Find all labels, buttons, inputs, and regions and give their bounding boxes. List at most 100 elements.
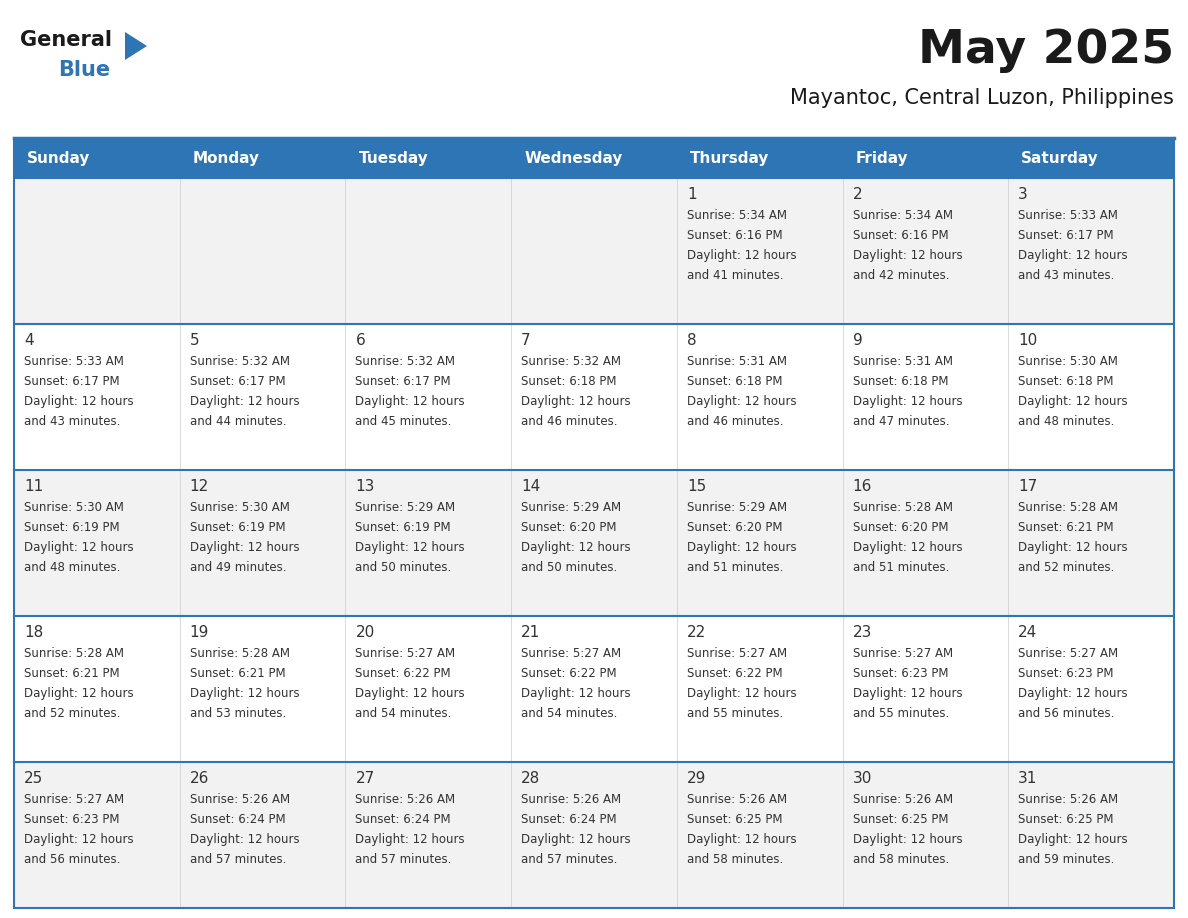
Text: Sunrise: 5:26 AM: Sunrise: 5:26 AM — [687, 793, 786, 806]
Text: Daylight: 12 hours: Daylight: 12 hours — [190, 541, 299, 554]
Text: 2: 2 — [853, 187, 862, 202]
Text: and 49 minutes.: and 49 minutes. — [190, 561, 286, 574]
Text: Sunrise: 5:27 AM: Sunrise: 5:27 AM — [355, 647, 455, 660]
Text: Sunset: 6:25 PM: Sunset: 6:25 PM — [1018, 813, 1114, 826]
Bar — [511, 178, 677, 324]
Text: Daylight: 12 hours: Daylight: 12 hours — [522, 541, 631, 554]
Text: Sunrise: 5:27 AM: Sunrise: 5:27 AM — [522, 647, 621, 660]
Text: Daylight: 12 hours: Daylight: 12 hours — [687, 395, 796, 408]
Text: Daylight: 12 hours: Daylight: 12 hours — [24, 541, 133, 554]
Text: Sunset: 6:25 PM: Sunset: 6:25 PM — [687, 813, 783, 826]
Text: Sunset: 6:24 PM: Sunset: 6:24 PM — [190, 813, 285, 826]
Text: Daylight: 12 hours: Daylight: 12 hours — [1018, 249, 1127, 262]
Text: and 48 minutes.: and 48 minutes. — [1018, 415, 1114, 428]
Text: Sunset: 6:17 PM: Sunset: 6:17 PM — [355, 375, 451, 388]
Text: 12: 12 — [190, 479, 209, 494]
Bar — [511, 616, 677, 762]
Text: and 56 minutes.: and 56 minutes. — [24, 853, 120, 866]
Text: Sunrise: 5:26 AM: Sunrise: 5:26 AM — [522, 793, 621, 806]
Bar — [14, 138, 1174, 178]
Text: and 41 minutes.: and 41 minutes. — [687, 269, 783, 282]
Text: General: General — [20, 30, 112, 50]
Text: Sunrise: 5:31 AM: Sunrise: 5:31 AM — [687, 355, 786, 368]
Text: Daylight: 12 hours: Daylight: 12 hours — [1018, 833, 1127, 846]
Text: Sunset: 6:16 PM: Sunset: 6:16 PM — [687, 229, 783, 242]
Text: 28: 28 — [522, 771, 541, 786]
Text: 18: 18 — [24, 625, 43, 640]
Text: and 50 minutes.: and 50 minutes. — [522, 561, 618, 574]
Text: Sunset: 6:16 PM: Sunset: 6:16 PM — [853, 229, 948, 242]
Text: Sunset: 6:21 PM: Sunset: 6:21 PM — [190, 667, 285, 680]
Text: 10: 10 — [1018, 333, 1037, 348]
Text: 21: 21 — [522, 625, 541, 640]
Text: Daylight: 12 hours: Daylight: 12 hours — [24, 833, 133, 846]
Text: Sunrise: 5:27 AM: Sunrise: 5:27 AM — [853, 647, 953, 660]
Bar — [346, 470, 511, 616]
Text: 24: 24 — [1018, 625, 1037, 640]
Text: Sunrise: 5:28 AM: Sunrise: 5:28 AM — [853, 501, 953, 514]
Text: Sunrise: 5:28 AM: Sunrise: 5:28 AM — [24, 647, 124, 660]
Text: Sunset: 6:22 PM: Sunset: 6:22 PM — [355, 667, 451, 680]
Text: and 48 minutes.: and 48 minutes. — [24, 561, 120, 574]
Text: Sunset: 6:23 PM: Sunset: 6:23 PM — [853, 667, 948, 680]
Text: Sunrise: 5:32 AM: Sunrise: 5:32 AM — [522, 355, 621, 368]
Text: Friday: Friday — [855, 151, 908, 165]
Bar — [677, 470, 842, 616]
Bar — [1009, 178, 1174, 324]
Text: and 54 minutes.: and 54 minutes. — [522, 707, 618, 720]
Bar — [677, 616, 842, 762]
Bar — [842, 178, 1009, 324]
Text: and 56 minutes.: and 56 minutes. — [1018, 707, 1114, 720]
Text: Sunset: 6:18 PM: Sunset: 6:18 PM — [1018, 375, 1114, 388]
Text: 7: 7 — [522, 333, 531, 348]
Text: Sunrise: 5:34 AM: Sunrise: 5:34 AM — [687, 209, 786, 222]
Text: 9: 9 — [853, 333, 862, 348]
Text: Daylight: 12 hours: Daylight: 12 hours — [522, 395, 631, 408]
Text: Sunrise: 5:27 AM: Sunrise: 5:27 AM — [1018, 647, 1118, 660]
Text: Daylight: 12 hours: Daylight: 12 hours — [355, 541, 465, 554]
Text: Sunset: 6:24 PM: Sunset: 6:24 PM — [355, 813, 451, 826]
Text: Sunset: 6:23 PM: Sunset: 6:23 PM — [24, 813, 120, 826]
Bar — [14, 178, 179, 324]
Text: Sunset: 6:18 PM: Sunset: 6:18 PM — [687, 375, 783, 388]
Text: 17: 17 — [1018, 479, 1037, 494]
Text: and 50 minutes.: and 50 minutes. — [355, 561, 451, 574]
Text: and 55 minutes.: and 55 minutes. — [687, 707, 783, 720]
Text: Daylight: 12 hours: Daylight: 12 hours — [190, 395, 299, 408]
Text: and 57 minutes.: and 57 minutes. — [522, 853, 618, 866]
Bar — [842, 616, 1009, 762]
Text: Daylight: 12 hours: Daylight: 12 hours — [1018, 687, 1127, 700]
Text: Daylight: 12 hours: Daylight: 12 hours — [1018, 395, 1127, 408]
Text: 14: 14 — [522, 479, 541, 494]
Text: Daylight: 12 hours: Daylight: 12 hours — [687, 687, 796, 700]
Text: 5: 5 — [190, 333, 200, 348]
Text: Sunset: 6:18 PM: Sunset: 6:18 PM — [522, 375, 617, 388]
Text: and 55 minutes.: and 55 minutes. — [853, 707, 949, 720]
Bar — [677, 324, 842, 470]
Text: and 44 minutes.: and 44 minutes. — [190, 415, 286, 428]
Text: Sunset: 6:17 PM: Sunset: 6:17 PM — [190, 375, 285, 388]
Text: Sunset: 6:20 PM: Sunset: 6:20 PM — [687, 521, 783, 534]
Text: Sunrise: 5:26 AM: Sunrise: 5:26 AM — [1018, 793, 1118, 806]
Text: Sunrise: 5:26 AM: Sunrise: 5:26 AM — [355, 793, 455, 806]
Text: 15: 15 — [687, 479, 706, 494]
Text: and 51 minutes.: and 51 minutes. — [853, 561, 949, 574]
Bar — [346, 178, 511, 324]
Text: Sunrise: 5:30 AM: Sunrise: 5:30 AM — [24, 501, 124, 514]
Text: 19: 19 — [190, 625, 209, 640]
Text: Daylight: 12 hours: Daylight: 12 hours — [522, 833, 631, 846]
Text: Daylight: 12 hours: Daylight: 12 hours — [687, 541, 796, 554]
Text: Sunrise: 5:32 AM: Sunrise: 5:32 AM — [190, 355, 290, 368]
Text: 26: 26 — [190, 771, 209, 786]
Text: 31: 31 — [1018, 771, 1037, 786]
Text: Sunset: 6:21 PM: Sunset: 6:21 PM — [1018, 521, 1114, 534]
Text: Sunset: 6:23 PM: Sunset: 6:23 PM — [1018, 667, 1114, 680]
Text: and 54 minutes.: and 54 minutes. — [355, 707, 451, 720]
Text: Sunrise: 5:28 AM: Sunrise: 5:28 AM — [190, 647, 290, 660]
Text: and 43 minutes.: and 43 minutes. — [1018, 269, 1114, 282]
Bar — [842, 762, 1009, 908]
Text: and 51 minutes.: and 51 minutes. — [687, 561, 783, 574]
Text: Sunset: 6:19 PM: Sunset: 6:19 PM — [355, 521, 451, 534]
Text: 6: 6 — [355, 333, 365, 348]
Text: Daylight: 12 hours: Daylight: 12 hours — [24, 687, 133, 700]
